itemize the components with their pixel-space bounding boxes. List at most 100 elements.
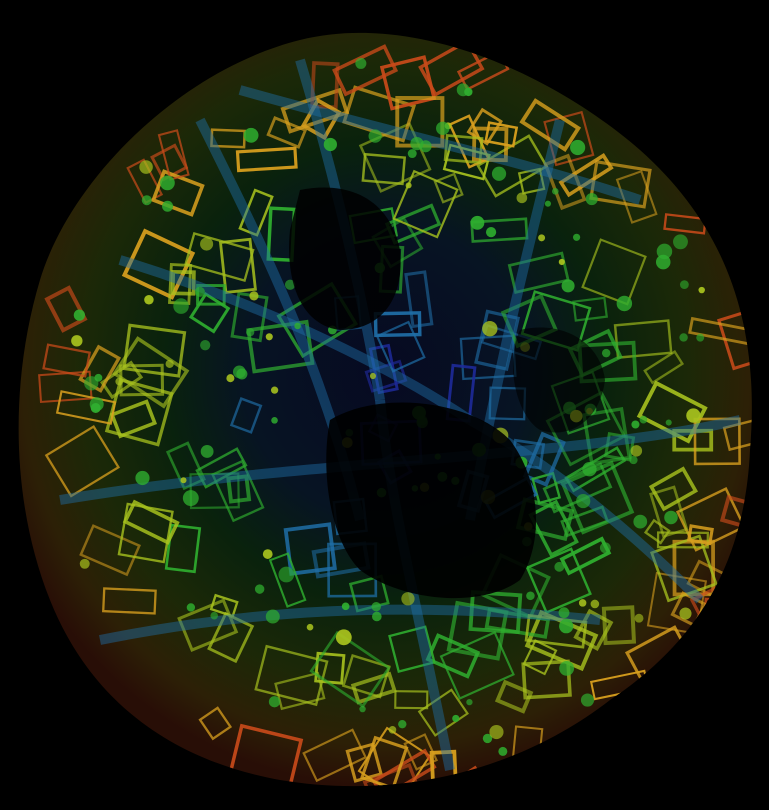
building-outline bbox=[524, 613, 588, 649]
tree-point bbox=[371, 611, 382, 622]
tree-point bbox=[655, 254, 671, 270]
street-line bbox=[99, 604, 601, 645]
tree-point bbox=[580, 693, 595, 707]
building-outline bbox=[636, 380, 708, 444]
tree-point bbox=[452, 714, 460, 723]
building-outline bbox=[388, 625, 436, 673]
building-outline bbox=[350, 671, 397, 705]
tree-point bbox=[270, 386, 279, 394]
building-outline bbox=[573, 608, 614, 651]
tree-point bbox=[464, 87, 473, 97]
building-outline bbox=[310, 61, 340, 110]
building-outline bbox=[686, 524, 714, 546]
tree-point bbox=[679, 280, 689, 290]
tree-point bbox=[341, 602, 350, 611]
tree-point bbox=[265, 333, 273, 341]
tree-point bbox=[369, 372, 377, 380]
tree-point bbox=[590, 599, 600, 609]
tree-point bbox=[561, 279, 575, 293]
tree-point bbox=[665, 419, 672, 426]
tree-point bbox=[679, 333, 688, 342]
building-outline bbox=[601, 605, 637, 646]
tree-point bbox=[388, 726, 397, 734]
tree-point bbox=[630, 445, 643, 457]
building-outline bbox=[468, 590, 523, 635]
building-outline bbox=[470, 217, 529, 243]
building-outline bbox=[519, 98, 582, 152]
tree-point bbox=[186, 603, 196, 612]
building-outline bbox=[79, 524, 141, 577]
tree-point bbox=[491, 166, 507, 181]
building-outline bbox=[522, 431, 566, 488]
tree-point bbox=[94, 373, 103, 382]
tree-point bbox=[271, 417, 278, 424]
tree-point bbox=[268, 696, 281, 708]
tree-point bbox=[115, 377, 124, 386]
building-outline bbox=[211, 459, 265, 523]
building-outline bbox=[44, 424, 121, 498]
building-outline bbox=[656, 531, 709, 549]
building-outline bbox=[433, 172, 464, 204]
building-outline bbox=[560, 505, 610, 538]
tree-point bbox=[489, 724, 504, 740]
building-outline bbox=[341, 653, 391, 699]
building-outline bbox=[117, 502, 174, 564]
building-outline bbox=[531, 471, 562, 505]
tree-point bbox=[585, 192, 598, 206]
tree-point bbox=[639, 415, 648, 424]
tree-point bbox=[482, 321, 498, 337]
tree-point bbox=[144, 294, 154, 305]
tree-point bbox=[210, 611, 219, 620]
building-outline bbox=[229, 397, 263, 434]
tree-point bbox=[405, 182, 412, 189]
building-outline bbox=[121, 228, 196, 300]
building-outline bbox=[360, 735, 409, 787]
street-line bbox=[238, 85, 642, 205]
building-outline bbox=[268, 552, 307, 608]
building-outline bbox=[198, 706, 233, 741]
building-outline bbox=[177, 598, 239, 652]
tree-point bbox=[182, 490, 199, 507]
tree-point bbox=[634, 613, 644, 623]
tree-point bbox=[160, 175, 175, 191]
tree-point bbox=[679, 607, 692, 620]
tree-point bbox=[526, 591, 535, 601]
tree-point bbox=[485, 227, 497, 238]
tree-point bbox=[84, 376, 99, 391]
building-outline bbox=[643, 350, 685, 385]
building-outline bbox=[361, 152, 407, 186]
building-outline bbox=[521, 659, 572, 700]
tree-point bbox=[262, 549, 273, 559]
tree-point bbox=[232, 365, 246, 379]
tree-point bbox=[278, 566, 295, 583]
tree-point bbox=[470, 215, 485, 230]
building-outline bbox=[235, 146, 298, 173]
tree-point bbox=[601, 348, 611, 358]
tree-point bbox=[398, 719, 407, 729]
building-outline bbox=[394, 690, 429, 710]
tree-point bbox=[359, 705, 366, 713]
tree-point bbox=[173, 298, 189, 314]
building-outline bbox=[302, 728, 368, 783]
tree-point bbox=[516, 192, 528, 204]
tree-point bbox=[162, 200, 174, 212]
building-outline bbox=[122, 323, 187, 378]
tree-point bbox=[401, 592, 415, 606]
tree-point bbox=[466, 698, 473, 706]
tree-point bbox=[686, 408, 701, 423]
tree-point bbox=[165, 359, 174, 368]
building-outline bbox=[417, 688, 469, 737]
tree-point bbox=[323, 137, 337, 152]
tree-point bbox=[265, 609, 280, 624]
tree-point bbox=[226, 374, 235, 383]
tree-point bbox=[73, 309, 86, 321]
building-outline bbox=[375, 320, 426, 373]
dark-plaza-areas bbox=[289, 187, 605, 599]
tree-point bbox=[407, 149, 417, 159]
tree-point bbox=[698, 286, 705, 294]
building-outline bbox=[558, 153, 614, 198]
tree-point bbox=[410, 136, 424, 151]
building-outline bbox=[439, 631, 515, 700]
tree-point bbox=[673, 234, 688, 250]
